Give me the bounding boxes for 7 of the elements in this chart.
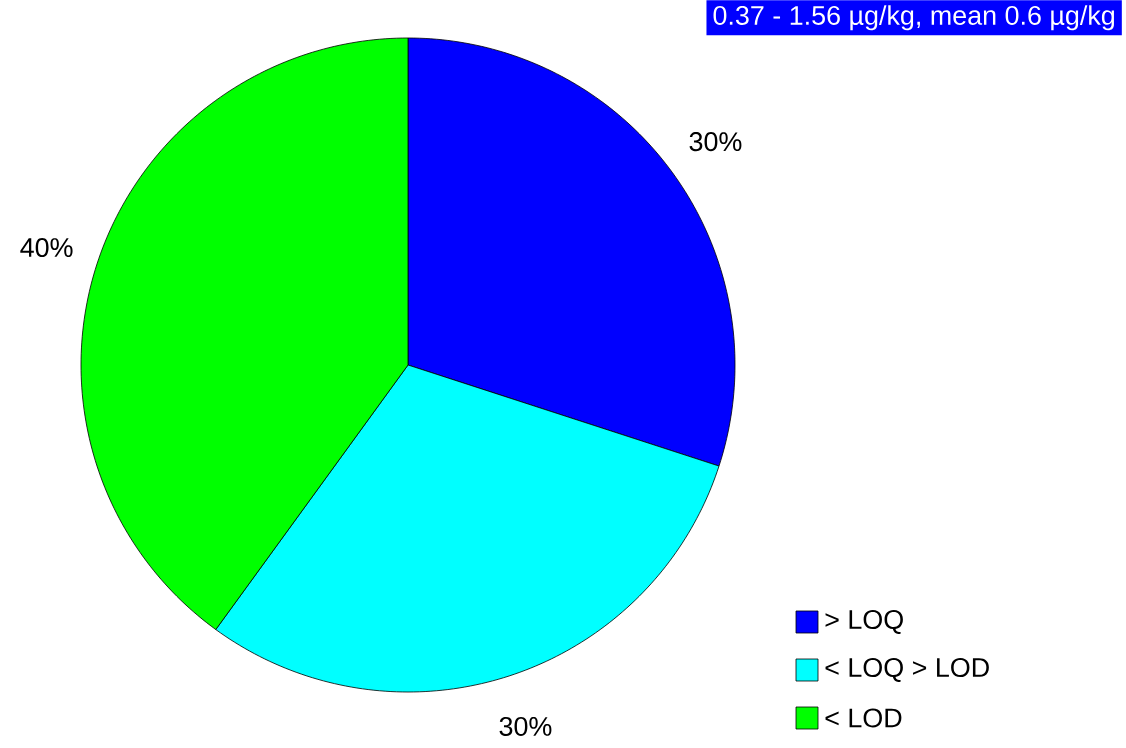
legend-label: > LOQ	[825, 610, 903, 634]
legend-label: < LOQ > LOD	[825, 658, 989, 682]
legend-label: < LOD	[825, 708, 902, 728]
data-label: 40%	[20, 238, 73, 258]
data-label: 30%	[689, 132, 742, 152]
data-label: 30%	[499, 716, 552, 736]
chart-title: 0.37 - 1.56 µg/kg, mean 0.6 µg/kg	[713, 5, 1115, 31]
